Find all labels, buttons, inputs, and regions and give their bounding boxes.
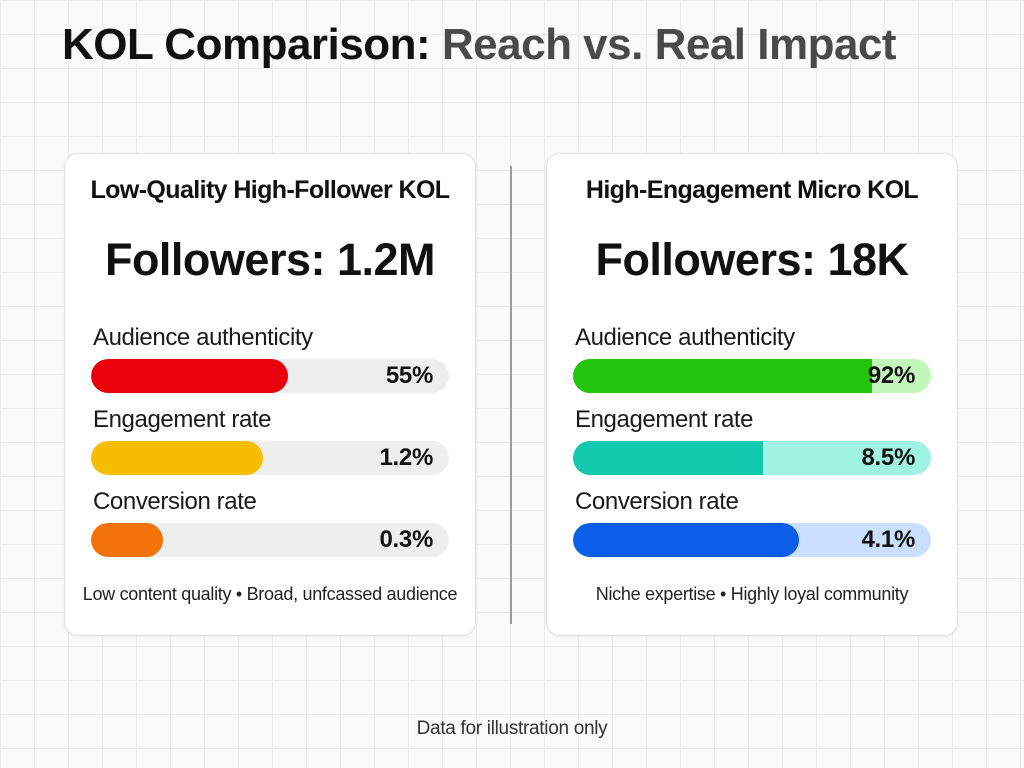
bar-track: 55% [91,359,449,393]
metric-label: Engagement rate [93,406,272,433]
metric-audience-authenticity: Audience authenticity 55% [91,324,449,396]
metric-engagement-rate: Engagement rate 1.2% [91,406,449,478]
bar-track: 8.5% [573,441,931,475]
bar-value-label: 0.3% [379,526,433,553]
card-note: Niche expertise • Highly loyal community [595,584,909,604]
metric-label: Conversion rate [93,488,257,515]
followers-count: Followers: 18K [595,234,909,285]
card-low-quality-kol: Low-Quality High-Follower KOL Followers:… [64,153,476,636]
divider-line [510,166,512,624]
bar-value-label: 8.5% [861,444,915,471]
bar-track: 0.3% [91,523,449,557]
metric-label: Audience authenticity [575,324,795,351]
chart-title-sub: Reach vs. Real Impact [441,20,897,69]
metric-conversion-rate: Conversion rate 0.3% [91,488,449,560]
bar-value-label: 4.1% [861,526,915,553]
bar-fill [91,523,163,557]
metric-engagement-rate: Engagement rate 8.5% [573,406,931,478]
card-note: Low content quality • Broad, unfcassed a… [82,584,458,604]
bar-track: 1.2% [91,441,449,475]
bar-value-label: 55% [385,362,433,389]
bar-track: 92% [573,359,931,393]
bar-fill [573,359,873,393]
bar-fill [573,523,799,557]
metric-label: Engagement rate [575,406,754,433]
metric-conversion-rate: Conversion rate 4.1% [573,488,931,560]
bar-fill [91,359,288,393]
metric-label: Conversion rate [575,488,739,515]
footnote: Data for illustration only [416,718,608,739]
bar-fill [573,441,764,475]
card-micro-kol: High-Engagement Micro KOL Followers: 18K… [546,153,958,636]
bar-value-label: 92% [867,362,915,389]
chart-title: KOL Comparison: Reach vs. Real Impact [62,20,897,70]
card-title: High-Engagement Micro KOL [585,176,919,204]
bar-value-label: 1.2% [379,444,433,471]
bar-fill [91,441,263,475]
metric-audience-authenticity: Audience authenticity 92% [573,324,931,396]
followers-count: Followers: 1.2M [104,234,436,285]
metric-label: Audience authenticity [93,324,313,351]
bar-track: 4.1% [573,523,931,557]
card-title: Low-Quality High-Follower KOL [90,176,451,204]
chart-title-main: KOL Comparison: [62,20,431,69]
